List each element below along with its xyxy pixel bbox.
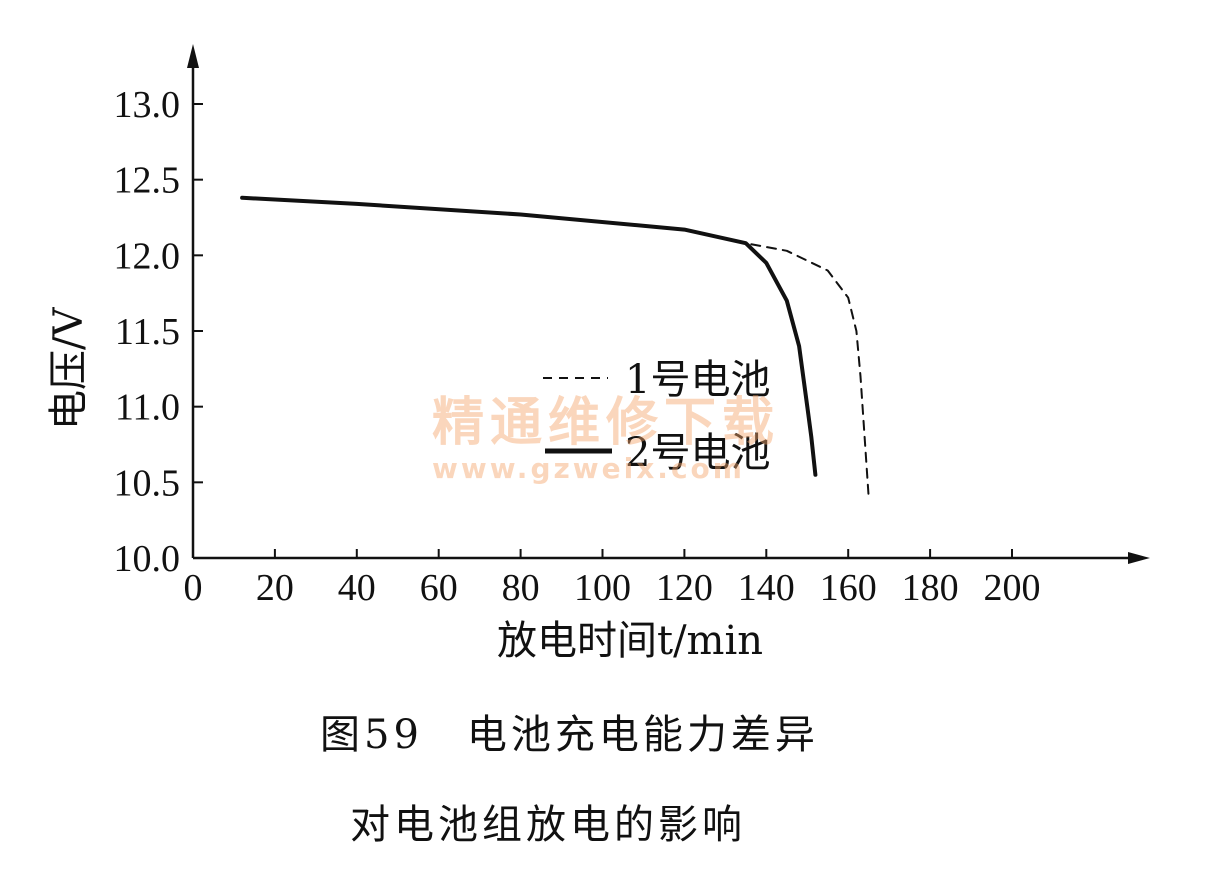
x-tick-label: 120 (656, 567, 713, 609)
series-lines (240, 195, 870, 499)
legend-label-2: 2号电池 (625, 430, 770, 476)
x-tick-label: 40 (338, 567, 376, 609)
watermark-text: 精通维修下载 (432, 393, 780, 453)
y-tick-label: 12.0 (114, 235, 181, 277)
legend-label-1: 1号电池 (625, 357, 770, 403)
x-tick-label: 180 (902, 567, 959, 609)
y-tick-label: 12.5 (114, 160, 181, 202)
x-tick-label: 100 (574, 567, 631, 609)
y-tick-label: 13.0 (114, 84, 181, 126)
legend: 1号电池 2号电池 (543, 357, 770, 476)
x-tick-label: 160 (820, 567, 877, 609)
x-tick-label: 80 (502, 567, 540, 609)
y-axis-label: 电压/V (46, 307, 92, 430)
y-tick-label: 10.0 (114, 538, 181, 580)
series-line-2 (240, 195, 818, 477)
y-axis-arrow (187, 44, 199, 68)
y-tick-label: 10.5 (114, 462, 181, 504)
x-tick-label: 60 (420, 567, 458, 609)
y-axis-ticks: 10.0 10.5 11.0 11.5 12.0 12.5 13.0 (114, 84, 203, 580)
x-axis-ticks: 0 20 40 60 80 100 120 140 160 180 200 (184, 549, 1041, 609)
figure-caption-line-1: 图59 电池充电能力差异 (320, 712, 819, 758)
x-tick-label: 200 (984, 567, 1041, 609)
watermark-url: www.gzweix.com (432, 452, 745, 485)
x-tick-label: 0 (184, 567, 203, 609)
figure-caption-line-2: 对电池组放电的影响 (350, 802, 746, 848)
x-tick-label: 140 (738, 567, 795, 609)
y-tick-label: 11.0 (115, 387, 180, 429)
y-tick-label: 11.5 (115, 311, 180, 353)
x-axis-arrow (1128, 552, 1150, 564)
x-tick-label: 20 (256, 567, 294, 609)
watermark: 精通维修下载 www.gzweix.com (432, 393, 780, 485)
axes (187, 44, 1150, 564)
x-axis-label: 放电时间t/min (497, 618, 763, 664)
